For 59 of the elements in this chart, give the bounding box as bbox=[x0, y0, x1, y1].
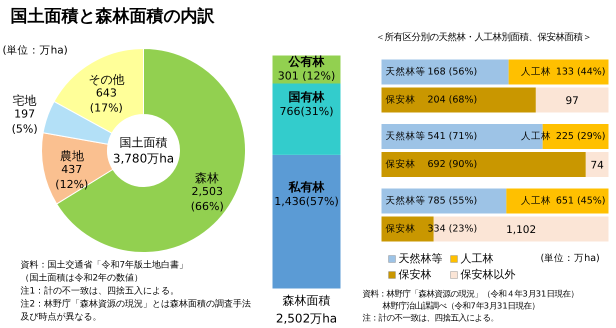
text: 及び時点が異なる。 bbox=[20, 312, 102, 322]
data-label: 225 (29%) bbox=[556, 131, 606, 142]
data-label: 301 (12%) bbox=[278, 70, 336, 83]
chart-title: ＜所有区分別の天然林・人工林別面積、保安林面積＞ bbox=[376, 32, 592, 43]
bar bbox=[382, 88, 536, 112]
data-label: 766(31%) bbox=[279, 104, 334, 118]
bar bbox=[506, 188, 608, 214]
data-label: 133 (44%) bbox=[556, 66, 606, 78]
series-label: 私有林 bbox=[288, 180, 326, 194]
bar bbox=[586, 152, 608, 177]
text: 2,502万ha bbox=[276, 312, 338, 326]
legend-label: 天然林等 bbox=[398, 252, 442, 265]
text: 人工林 bbox=[521, 66, 552, 78]
text: 保安林 bbox=[386, 224, 416, 234]
legend-label: 人工林 bbox=[460, 252, 494, 265]
series-label: 公有林 bbox=[288, 54, 326, 69]
data-label: 541 (71%) bbox=[428, 131, 478, 142]
text: 注2：林野庁「森林資源の現況」とは森林面積の調査手法 bbox=[20, 298, 252, 310]
data-label: 2,503 (66%) bbox=[190, 185, 224, 214]
text: 国土面積 3,780万ha bbox=[112, 135, 174, 166]
legend-label: 保安林以外 bbox=[460, 268, 516, 281]
bar bbox=[508, 60, 608, 84]
text: 林野庁治山課調べ（令和7年3月31日現在） bbox=[382, 300, 540, 310]
annotation: 97 bbox=[566, 95, 579, 107]
text: 天然林等 bbox=[386, 131, 426, 142]
data-label: 168 (56%) bbox=[428, 66, 478, 78]
data-label: 651 (45%) bbox=[556, 196, 606, 206]
text: 人工林 bbox=[521, 196, 552, 206]
bar bbox=[382, 124, 543, 149]
bar bbox=[382, 152, 586, 177]
text: 資料：国土交通省「令和7年版土地白書」 bbox=[20, 260, 188, 270]
text: 天然林等 bbox=[386, 66, 426, 78]
series-label: 国有林 bbox=[288, 90, 326, 104]
data-label: 197 (5%) bbox=[12, 108, 38, 136]
data-label: 643 (17%) bbox=[90, 86, 123, 115]
data-label: 1,436(57%) bbox=[274, 194, 339, 208]
slice-label: その他 bbox=[88, 72, 124, 87]
bar bbox=[536, 88, 608, 112]
text: 森林面積 bbox=[282, 294, 330, 308]
annotation: 1,102 bbox=[506, 224, 536, 236]
legend-label: 保安林 bbox=[398, 268, 432, 281]
chart-title: 国土面積と森林面積の内訳 bbox=[10, 6, 216, 26]
text: （国土面積は令和2年の数値） bbox=[20, 272, 144, 284]
annotation: 74 bbox=[590, 160, 604, 172]
text: 注1：計の不一致は、四捨五入による。 bbox=[20, 286, 180, 296]
text: (単位：万ha) bbox=[540, 252, 600, 264]
text: (単位：万ha) bbox=[2, 44, 68, 56]
data-label: 204 (68%) bbox=[428, 94, 478, 106]
text: 保安林 bbox=[386, 159, 416, 170]
slice-label: 宅地 bbox=[12, 94, 37, 108]
text: 保安林 bbox=[386, 94, 416, 106]
text: 注：計の不一致は、四捨五入による。 bbox=[362, 312, 498, 322]
text: 資料：林野庁「森林資源の現況」（令和４年3月31日現在） bbox=[362, 288, 578, 298]
data-label: 437 (12%) bbox=[55, 163, 88, 192]
slice-label: 森林 bbox=[195, 171, 220, 186]
slice-label: 農地 bbox=[60, 149, 84, 164]
data-label: 785 (55%) bbox=[428, 196, 478, 206]
data-label: 692 (90%) bbox=[428, 159, 478, 170]
text: 天然林等 bbox=[386, 196, 426, 206]
